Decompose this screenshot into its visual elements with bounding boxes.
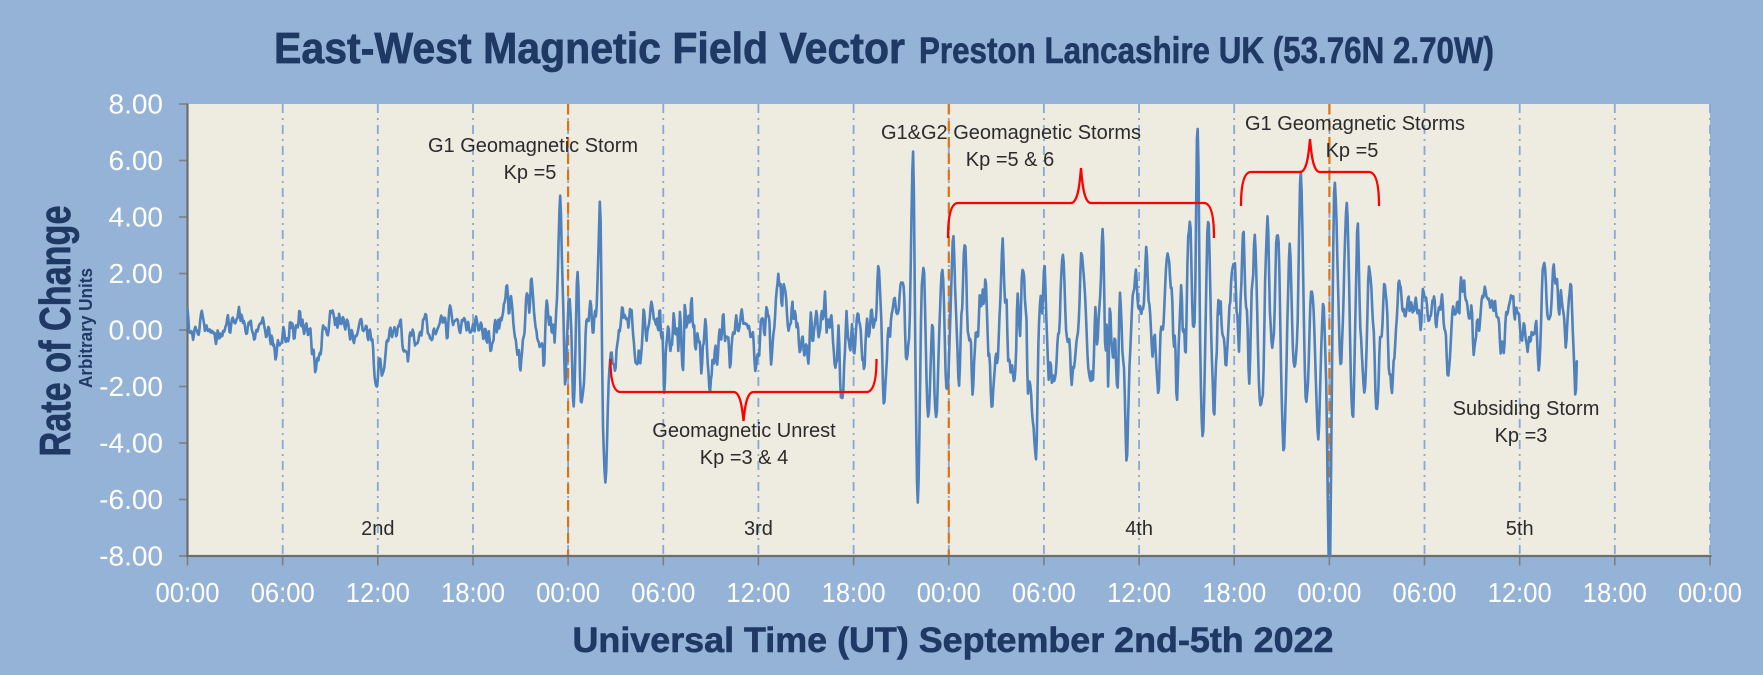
svg-text:Kp =3: Kp =3: [1495, 425, 1548, 447]
svg-text:12:00: 12:00: [1107, 577, 1171, 608]
svg-text:00:00: 00:00: [536, 577, 600, 608]
svg-text:4th: 4th: [1125, 518, 1153, 540]
svg-text:2nd: 2nd: [361, 518, 394, 540]
svg-text:18:00: 18:00: [1583, 577, 1647, 608]
svg-text:2.00: 2.00: [109, 258, 164, 289]
svg-text:12:00: 12:00: [726, 577, 790, 608]
svg-text:Geomagnetic Unrest: Geomagnetic Unrest: [652, 420, 836, 442]
svg-text:06:00: 06:00: [251, 577, 315, 608]
svg-text:Universal Time (UT) September: Universal Time (UT) September 2nd-5th 20…: [573, 621, 1334, 660]
svg-text:Preston Lancashire UK (53.76N: Preston Lancashire UK (53.76N 2.70W): [919, 30, 1494, 71]
svg-text:Arbitrary Units: Arbitrary Units: [76, 268, 96, 388]
svg-text:12:00: 12:00: [1488, 577, 1552, 608]
svg-text:06:00: 06:00: [631, 577, 695, 608]
svg-text:Kp =5: Kp =5: [504, 162, 557, 184]
svg-text:-6.00: -6.00: [99, 484, 163, 515]
svg-text:8.00: 8.00: [109, 89, 164, 120]
svg-text:00:00: 00:00: [1678, 577, 1742, 608]
svg-text:G1 Geomagnetic Storm: G1 Geomagnetic Storm: [428, 135, 638, 157]
svg-text:G1&G2 Geomagnetic Storms: G1&G2 Geomagnetic Storms: [881, 122, 1141, 144]
svg-text:18:00: 18:00: [1202, 577, 1266, 608]
svg-text:06:00: 06:00: [1012, 577, 1076, 608]
svg-text:-8.00: -8.00: [99, 541, 163, 572]
svg-text:6.00: 6.00: [109, 145, 164, 176]
svg-text:18:00: 18:00: [441, 577, 505, 608]
svg-text:12:00: 12:00: [346, 577, 410, 608]
svg-text:00:00: 00:00: [156, 577, 220, 608]
svg-text:Kp =5 & 6: Kp =5 & 6: [966, 149, 1054, 171]
svg-text:-2.00: -2.00: [99, 371, 163, 402]
svg-text:0.00: 0.00: [109, 315, 164, 346]
svg-text:00:00: 00:00: [1297, 577, 1361, 608]
svg-text:Kp =5: Kp =5: [1326, 140, 1379, 162]
svg-text:Kp =3 & 4: Kp =3 & 4: [700, 447, 788, 469]
svg-text:06:00: 06:00: [1393, 577, 1457, 608]
svg-text:Subsiding Storm: Subsiding Storm: [1453, 398, 1600, 420]
svg-text:18:00: 18:00: [822, 577, 886, 608]
svg-text:G1 Geomagnetic Storms: G1 Geomagnetic Storms: [1245, 113, 1465, 135]
svg-text:5th: 5th: [1506, 518, 1534, 540]
svg-text:4.00: 4.00: [109, 202, 164, 233]
svg-text:Rate of Change: Rate of Change: [31, 206, 80, 457]
svg-text:00:00: 00:00: [917, 577, 981, 608]
svg-text:3rd: 3rd: [744, 518, 773, 540]
svg-text:-4.00: -4.00: [99, 428, 163, 459]
svg-text:East-West Magnetic Field Vecto: East-West Magnetic Field Vector: [274, 24, 905, 73]
